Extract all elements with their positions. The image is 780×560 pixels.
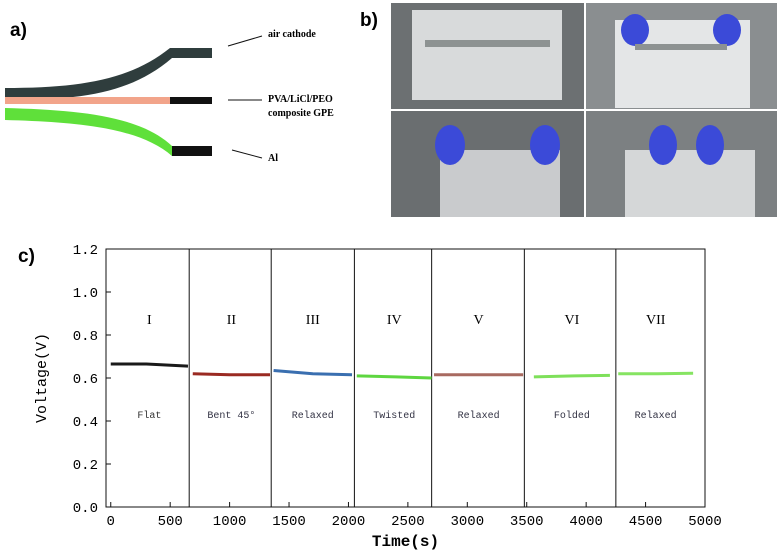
y-tick-label: 0.6	[73, 372, 98, 388]
y-tick-label: 0.0	[73, 501, 98, 517]
air-cathode-shape	[5, 48, 212, 100]
layer-label: Al	[268, 153, 278, 164]
segment-label: III	[306, 313, 320, 328]
pointer	[231, 149, 263, 159]
segment-label: IV	[387, 313, 402, 328]
segment-condition: Relaxed	[292, 410, 334, 422]
segment-label: VI	[564, 313, 579, 328]
segment-label: II	[227, 313, 237, 328]
voltage-line	[356, 374, 432, 380]
pointer	[227, 35, 263, 47]
chart: 0.0 0.2 0.4 0.6 0.8 1.0 1.2 0 500 1000 1500 2000 250…	[34, 243, 722, 551]
al-shape	[5, 108, 212, 156]
x-tick-label: 3500	[510, 514, 544, 530]
segment-condition: Flat	[137, 410, 161, 422]
x-tick-label: 1000	[213, 514, 247, 530]
segment-condition: Relaxed	[458, 410, 500, 422]
voltage-line	[273, 368, 353, 377]
x-tick-label: 4000	[569, 514, 603, 530]
segment-condition: Folded	[554, 410, 590, 422]
segment-condition: Bent 45°	[207, 410, 255, 422]
segment-label: V	[474, 313, 484, 328]
layer-label: composite GPE	[268, 108, 334, 119]
x-tick-label: 2000	[332, 514, 366, 530]
x-tick-label: 500	[158, 514, 183, 530]
y-tick-label: 1.2	[73, 243, 98, 259]
gpe-tab	[170, 97, 212, 104]
al-tab	[172, 146, 212, 156]
y-tick-label: 0.2	[73, 458, 98, 474]
layer-label: PVA/LiCl/PEO	[268, 94, 333, 105]
x-tick-label: 5000	[688, 514, 722, 530]
panel-label: b)	[360, 10, 378, 31]
segment-label: I	[147, 313, 152, 328]
x-tick-label: 2500	[391, 514, 425, 530]
x-tick-label: 1500	[272, 514, 306, 530]
x-tick-label: 4500	[629, 514, 663, 530]
voltage-line	[533, 373, 610, 379]
y-tick-label: 0.8	[73, 329, 98, 345]
segment-condition: Twisted	[373, 410, 415, 422]
x-axis-title: Time(s)	[372, 533, 439, 551]
photo-grid	[390, 2, 778, 218]
y-tick-label: 0.4	[73, 415, 98, 431]
x-tick-label: 3000	[450, 514, 484, 530]
layer-label: air cathode	[268, 29, 316, 40]
segment-label: VII	[646, 313, 666, 328]
voltage-line	[192, 372, 271, 377]
x-tick-label: 0	[107, 514, 115, 530]
panel-label: a)	[10, 20, 27, 41]
segment-condition: Relaxed	[635, 410, 677, 422]
voltage-line	[110, 362, 189, 368]
y-tick-label: 1.0	[73, 286, 98, 302]
gpe-shape	[5, 97, 170, 104]
panel-label: c)	[18, 246, 35, 267]
y-axis-title: Voltage(V)	[34, 333, 51, 423]
